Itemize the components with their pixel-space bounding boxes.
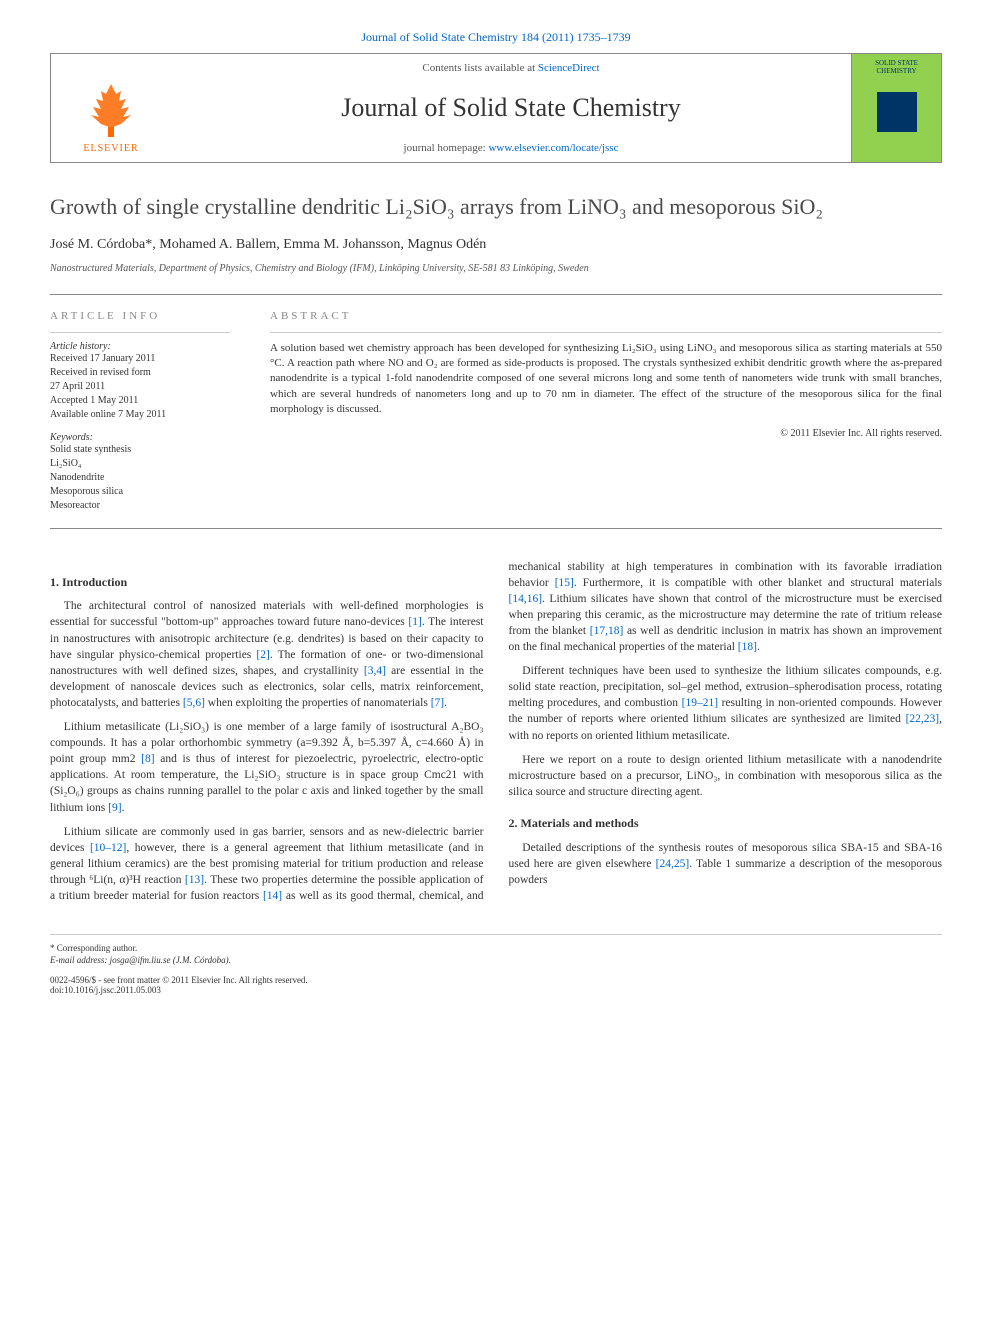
history-item: Available online 7 May 2011: [50, 408, 230, 422]
history-item: Received in revised form: [50, 366, 230, 380]
affiliation: Nanostructured Materials, Department of …: [50, 263, 942, 274]
copyright-line: 0022-4596/$ - see front matter © 2011 El…: [50, 975, 942, 985]
abstract-heading: abstract: [270, 310, 942, 322]
homepage-line: journal homepage: www.elsevier.com/locat…: [171, 142, 851, 154]
authors: José M. Córdoba*, Mohamed A. Ballem, Emm…: [50, 237, 942, 253]
contents-line: Contents lists available at ScienceDirec…: [171, 62, 851, 74]
paragraph: The architectural control of nanosized m…: [50, 598, 484, 711]
journal-name: Journal of Solid State Chemistry: [171, 93, 851, 123]
history-item: Accepted 1 May 2011: [50, 394, 230, 408]
email-address[interactable]: josga@ifm.liu.se (J.M. Córdoba).: [110, 955, 231, 965]
email-label: E-mail address:: [50, 955, 110, 965]
publisher-name: ELSEVIER: [83, 143, 138, 154]
contents-prefix: Contents lists available at: [422, 62, 537, 74]
abstract-text: A solution based wet chemistry approach …: [270, 341, 942, 418]
section-heading: 2. Materials and methods: [509, 815, 943, 832]
paragraph: Here we report on a route to design orie…: [509, 752, 943, 800]
keyword: Nanodendrite: [50, 471, 230, 485]
article-info-block: article info Article history: Received 1…: [50, 310, 250, 513]
footer: * Corresponding author. E-mail address: …: [50, 934, 942, 995]
keyword: Mesoporous silica: [50, 485, 230, 499]
history-item: Received 17 January 2011: [50, 352, 230, 366]
citation-line: Journal of Solid State Chemistry 184 (20…: [50, 30, 942, 45]
doi-line: doi:10.1016/j.jssc.2011.05.003: [50, 985, 942, 995]
citation-text[interactable]: Journal of Solid State Chemistry 184 (20…: [361, 30, 630, 44]
divider: [270, 332, 942, 333]
article-info-heading: article info: [50, 310, 230, 322]
elsevier-tree-icon: [81, 79, 141, 139]
journal-header: ELSEVIER Contents lists available at Sci…: [50, 53, 942, 163]
cover-title: SOLID STATE CHEMISTRY: [857, 59, 936, 76]
email-line: E-mail address: josga@ifm.liu.se (J.M. C…: [50, 955, 942, 965]
abstract-block: abstract A solution based wet chemistry …: [250, 310, 942, 513]
paragraph: Detailed descriptions of the synthesis r…: [509, 840, 943, 888]
keyword: Li₂SiO₄: [50, 457, 230, 471]
abstract-copyright: © 2011 Elsevier Inc. All rights reserved…: [270, 428, 942, 439]
keyword: Solid state synthesis: [50, 443, 230, 457]
body-text: 1. Introduction The architectural contro…: [50, 559, 942, 904]
publisher-logo-block: ELSEVIER: [51, 54, 171, 162]
sciencedirect-link[interactable]: ScienceDirect: [538, 62, 600, 74]
history-label: Article history:: [50, 341, 230, 352]
homepage-link[interactable]: www.elsevier.com/locate/jssc: [488, 142, 618, 154]
journal-cover: SOLID STATE CHEMISTRY: [851, 54, 941, 162]
keywords-label: Keywords:: [50, 432, 230, 443]
homepage-prefix: journal homepage:: [404, 142, 489, 154]
paragraph: Lithium metasilicate (Li₂SiO₃) is one me…: [50, 719, 484, 816]
info-abstract-row: article info Article history: Received 1…: [50, 294, 942, 529]
keyword: Mesoreactor: [50, 499, 230, 513]
section-heading: 1. Introduction: [50, 574, 484, 591]
paragraph: Different techniques have been used to s…: [509, 663, 943, 743]
history-item: 27 April 2011: [50, 380, 230, 394]
header-center: Contents lists available at ScienceDirec…: [171, 54, 851, 162]
divider: [50, 332, 230, 333]
cover-graphic: [877, 92, 917, 132]
corresponding-author: * Corresponding author.: [50, 943, 942, 953]
article-title: Growth of single crystalline dendritic L…: [50, 193, 942, 222]
